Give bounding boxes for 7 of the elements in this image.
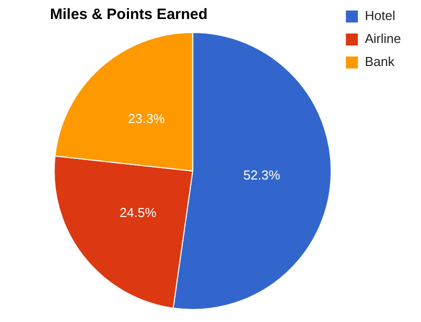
legend-label: Bank xyxy=(364,54,396,70)
data-label: 52.3% xyxy=(243,167,281,182)
data-label: 23.3% xyxy=(128,111,166,126)
legend-label: Hotel xyxy=(364,8,396,24)
chart-title: Miles & Points Earned xyxy=(50,6,208,24)
data-label: 24.5% xyxy=(120,205,157,220)
legend-label: Airline xyxy=(364,31,401,46)
